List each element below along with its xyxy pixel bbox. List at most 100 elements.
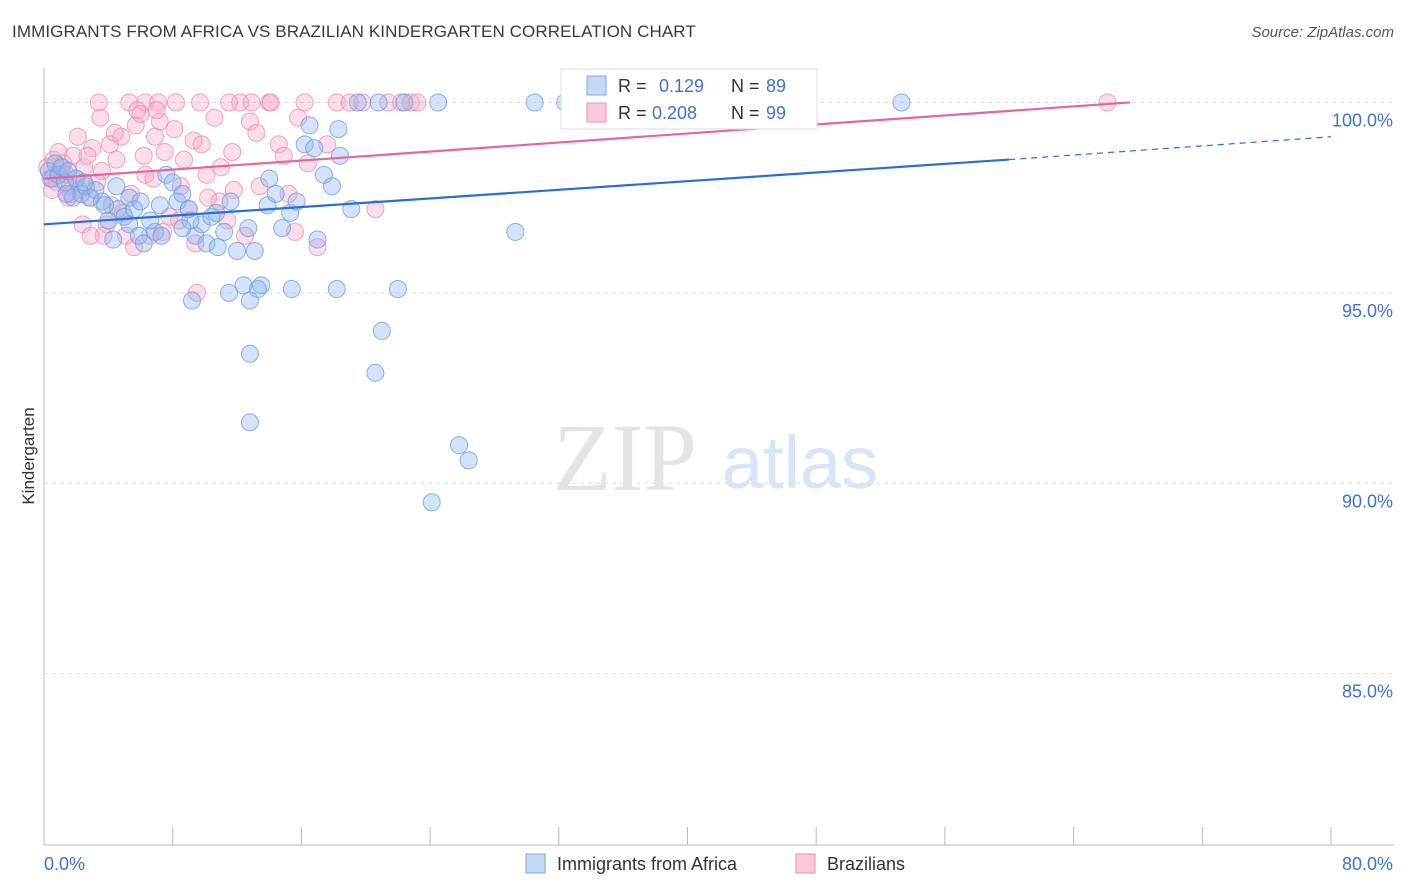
brazilian-point [274, 146, 293, 165]
africa-point [295, 135, 314, 154]
brazilian-point [165, 120, 184, 139]
africa-point [173, 184, 192, 203]
africa-point [197, 234, 216, 253]
brazilian-trend-line [43, 101, 1130, 180]
africa-trend-line [43, 158, 1010, 226]
brazilian-point [269, 135, 288, 154]
y-tick-label: 100.0% [1332, 110, 1393, 130]
legend-n-label-1: N = [731, 76, 760, 96]
legend-label-brazilians: Brazilians [827, 854, 905, 874]
africa-point [173, 219, 192, 238]
x-tick-label: 0.0% [44, 854, 85, 874]
legend-n-value-1: 89 [766, 76, 786, 96]
africa-point [75, 173, 94, 192]
africa-point [245, 241, 264, 260]
africa-point [506, 222, 525, 241]
brazilian-point [92, 162, 111, 181]
brazilian-point [184, 131, 203, 150]
brazilian-point [240, 112, 259, 131]
grid-lines [44, 101, 1394, 675]
africa-point [525, 93, 544, 112]
africa-point [305, 139, 324, 158]
legend-swatch-blue [586, 75, 607, 96]
africa-point [183, 291, 202, 310]
africa-point [240, 344, 259, 363]
brazilian-point [261, 93, 280, 112]
legend-swatch-africa [525, 853, 546, 874]
africa-point [395, 93, 414, 112]
africa-point [57, 184, 76, 203]
brazilian-point [166, 93, 185, 112]
brazilian-point [247, 123, 266, 142]
africa-point [287, 192, 306, 211]
africa-point [134, 234, 153, 253]
brazilian-point [49, 142, 68, 161]
brazilian-point [223, 142, 242, 161]
brazilian-point [308, 238, 327, 257]
africa-point [228, 241, 247, 260]
africa-point [221, 192, 240, 211]
brazilian-point [191, 93, 210, 112]
africa-point [131, 192, 150, 211]
brazilian-point [146, 127, 165, 146]
africa-point [459, 451, 478, 470]
brazilian-point [197, 165, 216, 184]
africa-point [327, 280, 346, 299]
watermark-zip: ZIP [553, 404, 697, 511]
africa-point [282, 280, 301, 299]
africa-point [388, 280, 407, 299]
brazilian-point [224, 181, 243, 200]
brazilian-point [125, 238, 144, 257]
y-tick-label: 95.0% [1342, 301, 1393, 321]
africa-trend-extension [1009, 136, 1332, 161]
axes [43, 68, 1394, 846]
legend-label-africa: Immigrants from Africa [557, 854, 738, 874]
africa-point [240, 413, 259, 432]
africa-point [208, 238, 227, 257]
legend-n-value-2: 99 [766, 103, 786, 123]
y-tick-label: 85.0% [1342, 682, 1393, 702]
brazilian-point [174, 150, 193, 169]
africa-point [248, 280, 267, 299]
brazilian-point [105, 123, 124, 142]
africa-point [329, 120, 348, 139]
brazilian-point [107, 150, 126, 169]
africa-point [429, 93, 448, 112]
africa-point [422, 493, 441, 512]
africa-point [107, 177, 126, 196]
legend-swatch-brazilians [795, 853, 816, 874]
brazilian-point [205, 108, 224, 127]
trend-lines [43, 101, 1332, 226]
legend-n-label-2: N = [731, 103, 760, 123]
brazilian-point [78, 146, 97, 165]
brazilian-point [100, 135, 119, 154]
y-axis-label: Kindergarten [19, 407, 38, 504]
africa-point [273, 219, 292, 238]
stats-legend: R = 0.129 N = 89 R = 0.208 N = 99 [560, 68, 818, 130]
brazilian-point [220, 93, 239, 112]
brazilian-point [134, 146, 153, 165]
africa-point [266, 184, 285, 203]
brazilian-point [242, 93, 261, 112]
x-tick-labels: 0.0% 80.0% [44, 854, 1393, 874]
series-legend: Immigrants from Africa Brazilians [525, 853, 905, 874]
brazilian-point [91, 108, 110, 127]
watermark-atlas: atlas [722, 421, 878, 504]
brazilian-point [81, 226, 100, 245]
legend-swatch-pink [586, 102, 607, 123]
legend-r-value-1: 0.129 [659, 76, 704, 96]
africa-point [104, 230, 123, 249]
africa-point [369, 93, 388, 112]
brazilian-point [327, 93, 346, 112]
africa-point [372, 321, 391, 340]
africa-point [234, 276, 253, 295]
data-points [38, 93, 1117, 512]
africa-point [308, 230, 327, 249]
legend-r-value-2: 0.208 [652, 103, 697, 123]
y-tick-label: 90.0% [1342, 491, 1393, 511]
brazilian-point [199, 188, 218, 207]
africa-point [260, 169, 279, 188]
chart-title: IMMIGRANTS FROM AFRICA VS BRAZILIAN KIND… [12, 22, 696, 41]
brazilian-point [89, 93, 108, 112]
